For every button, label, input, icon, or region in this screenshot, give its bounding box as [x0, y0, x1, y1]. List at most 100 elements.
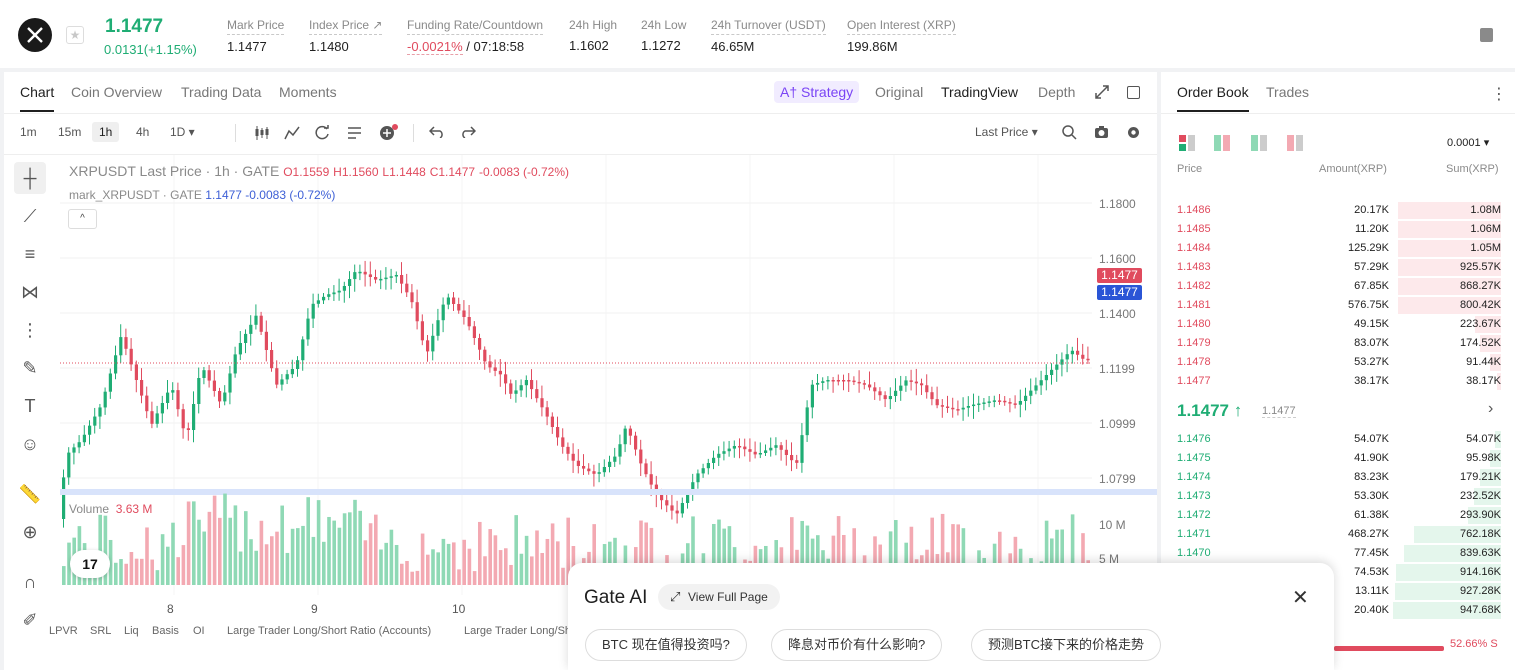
tab-trading-data[interactable]: Trading Data: [181, 84, 262, 100]
indicator-oi[interactable]: OI: [193, 625, 205, 637]
more-icon[interactable]: ⋮: [1491, 86, 1507, 103]
pencil-lock-icon[interactable]: ✐: [22, 610, 38, 630]
bid-row[interactable]: 74.53K 914.16K: [1161, 563, 1515, 582]
volume-bar: [332, 520, 336, 585]
bid-row[interactable]: 1.1471 468.27K 762.18K: [1161, 525, 1515, 544]
bid-row[interactable]: 1.1476 54.07K 54.07K: [1161, 430, 1515, 449]
view-bids-icon[interactable]: [1251, 135, 1267, 151]
bid-row[interactable]: 1.1475 41.90K 95.98K: [1161, 449, 1515, 468]
volume-bar: [816, 535, 820, 585]
candle-body: [296, 360, 300, 369]
indicator-lpvr[interactable]: LPVR: [49, 625, 78, 637]
timeframe-4h[interactable]: 4h: [136, 125, 150, 139]
tab-trades[interactable]: Trades: [1266, 84, 1310, 100]
tab-order-book[interactable]: Order Book: [1177, 84, 1249, 112]
camera-icon[interactable]: [1094, 125, 1109, 139]
view-full-page-button[interactable]: ⤢ View Full Page: [658, 584, 780, 610]
bid-row[interactable]: 1.1473 53.30K 232.52K: [1161, 487, 1515, 506]
candles-icon[interactable]: [254, 126, 270, 140]
indicator-large-trader-accounts[interactable]: Large Trader Long/Short Ratio (Accounts): [227, 625, 432, 637]
fib-icon[interactable]: ⋮: [21, 320, 39, 340]
close-icon[interactable]: ✕: [1292, 587, 1309, 609]
row-sum: 868.27K: [1460, 280, 1501, 292]
bookmark-icon[interactable]: [1480, 28, 1493, 42]
ask-row[interactable]: 1.1482 67.85K 868.27K: [1161, 277, 1515, 296]
view-depth[interactable]: Depth: [1038, 84, 1076, 100]
text-tool-icon[interactable]: T: [24, 396, 36, 416]
window-icon[interactable]: [1127, 86, 1140, 99]
candle-body: [72, 447, 76, 453]
trendline-icon[interactable]: ⟋: [23, 206, 37, 226]
indicator-srl[interactable]: SRL: [90, 625, 112, 637]
ruler-icon[interactable]: 📏: [18, 484, 42, 504]
ask-row[interactable]: 1.1478 53.27K 91.44K: [1161, 353, 1515, 372]
ask-row[interactable]: 1.1479 83.07K 174.52K: [1161, 334, 1515, 353]
bid-row[interactable]: 13.11K 927.28K: [1161, 582, 1515, 601]
pattern-icon[interactable]: ⋈: [21, 282, 39, 302]
view-asks-icon[interactable]: [1287, 135, 1303, 151]
ai-suggestion-chip[interactable]: BTC 现在值得投资吗?: [585, 629, 747, 661]
timeframe-1m[interactable]: 1m: [20, 125, 37, 139]
tab-coin-overview[interactable]: Coin Overview: [71, 84, 163, 100]
undo-icon[interactable]: [429, 126, 445, 138]
indicator-basis[interactable]: Basis: [152, 625, 179, 637]
favorite-star-icon[interactable]: ★: [66, 26, 84, 44]
view-original[interactable]: Original: [875, 84, 924, 100]
ask-row[interactable]: 1.1484 125.29K 1.05M: [1161, 239, 1515, 258]
price-source-select[interactable]: Last Price ▾: [975, 125, 1038, 139]
bid-row[interactable]: 1.1472 61.38K 293.90K: [1161, 506, 1515, 525]
collapse-legend-button[interactable]: ^: [68, 209, 97, 229]
indicators-icon[interactable]: [284, 126, 300, 140]
replay-icon[interactable]: [315, 125, 330, 140]
bid-row[interactable]: 1.1470 77.45K 839.63K: [1161, 544, 1515, 563]
tab-moments[interactable]: Moments: [279, 84, 337, 100]
view-split-icon[interactable]: [1214, 135, 1230, 151]
strategy-button[interactable]: A† Strategy: [774, 81, 860, 103]
view-tradingview[interactable]: TradingView: [941, 84, 1019, 100]
candle-body: [930, 392, 934, 400]
stat-index-price[interactable]: Index Price ↗ 1.1480: [309, 18, 383, 54]
expand-icon[interactable]: [1095, 85, 1109, 99]
ask-row[interactable]: 1.1485 11.20K 1.06M: [1161, 220, 1515, 239]
ask-row[interactable]: 1.1481 576.75K 800.42K: [1161, 296, 1515, 315]
candle-body: [540, 398, 544, 408]
candle-body: [935, 399, 939, 406]
emoji-icon[interactable]: ☺: [20, 434, 40, 454]
brush-icon[interactable]: ✎: [22, 358, 38, 378]
ask-row[interactable]: 1.1483 57.29K 925.57K: [1161, 258, 1515, 277]
settings-gear-icon[interactable]: [1126, 125, 1141, 140]
chevron-right-icon[interactable]: ›: [1488, 400, 1494, 417]
candle-body: [389, 276, 393, 278]
timeframe-1d[interactable]: 1D ▾: [170, 125, 195, 139]
pane-separator[interactable]: [60, 489, 1157, 495]
redo-icon[interactable]: [460, 126, 476, 138]
candle-body: [972, 404, 976, 407]
ai-suggestion-chip[interactable]: 降息对币价有什么影响?: [771, 629, 943, 661]
candle-body: [738, 446, 742, 448]
bid-row[interactable]: 1.1474 83.23K 179.21K: [1161, 468, 1515, 487]
tab-chart[interactable]: Chart: [20, 84, 55, 112]
precision-select[interactable]: 0.0001 ▾: [1447, 137, 1490, 149]
zoom-icon[interactable]: ⊕: [22, 522, 38, 542]
templates-icon[interactable]: [347, 126, 362, 140]
row-amount: 53.27K: [1354, 356, 1389, 368]
crosshair-icon[interactable]: ┼: [14, 162, 46, 194]
ai-suggestion-chip[interactable]: 预测BTC接下来的价格走势: [971, 629, 1162, 661]
parallel-lines-icon[interactable]: ≡: [24, 244, 36, 264]
tradingview-logo[interactable]: 17: [70, 550, 110, 578]
xrp-logo: [18, 18, 52, 52]
ask-row[interactable]: 1.1477 38.17K 38.17K: [1161, 372, 1515, 391]
ask-row[interactable]: 1.1480 49.15K 223.67K: [1161, 315, 1515, 334]
candle-body: [977, 403, 981, 406]
bid-row[interactable]: 20.40K 947.68K: [1161, 601, 1515, 620]
indicator-large-trader-positions[interactable]: Large Trader Long/Sh: [464, 625, 572, 637]
timeframe-1h[interactable]: 1h: [92, 122, 120, 142]
magnet-icon[interactable]: ∩: [23, 572, 37, 592]
search-icon[interactable]: [1062, 125, 1077, 140]
add-indicator-icon[interactable]: [379, 123, 399, 141]
timeframe-15m[interactable]: 15m: [58, 125, 82, 139]
ask-row[interactable]: 1.1486 20.17K 1.08M: [1161, 201, 1515, 220]
price-chart[interactable]: [60, 155, 1157, 595]
view-both-icon[interactable]: [1179, 135, 1195, 151]
indicator-liq[interactable]: Liq: [124, 625, 139, 637]
